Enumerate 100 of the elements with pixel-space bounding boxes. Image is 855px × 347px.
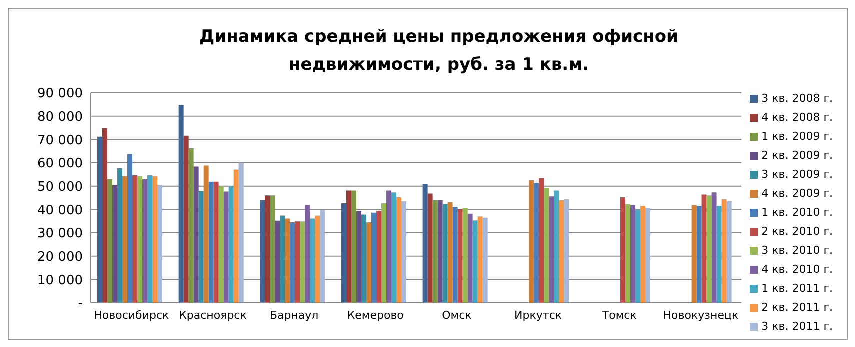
y-tick-label: 20 000 [38,250,83,265]
bar [529,180,534,303]
bar [351,190,356,303]
bar [128,154,133,303]
bar [98,136,103,303]
y-tick-label: 60 000 [38,156,83,172]
bar [391,192,396,303]
bar [539,178,544,303]
y-tick-label: 30 000 [38,226,83,242]
bar [692,205,697,303]
bar [295,222,300,303]
x-tick-label: Томск [601,308,638,322]
bar [482,218,488,303]
bar [238,163,244,303]
x-tick-label: Новосибирск [94,308,170,322]
bar [315,216,320,303]
bar [442,204,448,303]
bar [422,184,428,303]
legend-label: 1 кв. 2009 г. [762,130,833,143]
bar [275,220,280,303]
bar [158,185,163,303]
bar [148,175,153,303]
bar [448,202,453,303]
bar [265,196,270,303]
bar [310,218,316,303]
y-tick-label: 80 000 [38,110,83,125]
bar [118,168,123,303]
bar [630,205,636,303]
bar [112,185,118,303]
bar [376,211,382,303]
bar [564,199,570,303]
bar [625,204,630,303]
bar [198,191,204,303]
bar [108,179,113,303]
bar [178,105,184,303]
bar [458,209,463,303]
legend-label: 4 кв. 2010 г. [762,263,833,276]
bar [132,175,138,303]
bar [290,222,296,303]
bar [534,183,540,303]
bar [234,170,239,303]
bar [204,166,209,303]
legend-label: 3 кв. 2009 г. [762,168,833,181]
legend-label: 4 кв. 2008 г. [762,111,833,124]
legend-label: 3 кв. 2010 г. [762,244,833,257]
bar [432,200,438,303]
bar [702,194,707,303]
bar [386,190,392,303]
legend-label: 3 кв. 2008 г. [762,92,833,105]
bar [260,200,266,303]
bar [635,210,640,303]
bar [468,214,473,303]
bar [396,198,402,303]
y-tick-label: 10 000 [38,273,83,288]
legend-label: 2 кв. 2009 г. [762,149,833,162]
x-tick-label: Новокузнецк [663,308,739,322]
bar [722,199,727,303]
bar [716,206,722,303]
bar [640,206,646,303]
x-tick-label: Барнаул [270,308,319,322]
x-tick-label: Иркутск [514,308,562,322]
bar [300,222,306,303]
bar [549,196,554,303]
y-tick-label: 70 000 [38,133,83,148]
bar [620,198,626,303]
y-tick-label: 90 000 [38,86,83,102]
bar [270,196,276,303]
bar [726,202,732,303]
bar [554,190,560,303]
bar [381,203,386,303]
bar [142,179,148,303]
bar [208,182,214,303]
bar [122,176,128,303]
legend-label: 4 кв. 2009 г. [762,187,833,200]
bar [320,210,326,303]
bar [184,136,189,303]
bar [452,207,458,303]
bar [102,128,108,303]
bar [544,188,550,303]
bar [194,166,199,303]
legend-label: 2 кв. 2011 г. [762,301,833,314]
bar [214,182,219,303]
bar [356,211,362,303]
bar [280,216,286,303]
y-tick-label: 50 000 [38,180,83,195]
bar [361,214,366,303]
bar [285,218,290,303]
bar [366,222,372,303]
bar [346,190,352,303]
bar [401,202,406,303]
bar [559,200,564,303]
bar [478,216,483,303]
bar [645,208,650,303]
bar [341,203,346,303]
bar [228,186,234,303]
bar [371,212,376,303]
bar [305,205,310,303]
y-tick-label: 40 000 [38,203,83,218]
bar [428,194,433,303]
bar [462,208,468,303]
